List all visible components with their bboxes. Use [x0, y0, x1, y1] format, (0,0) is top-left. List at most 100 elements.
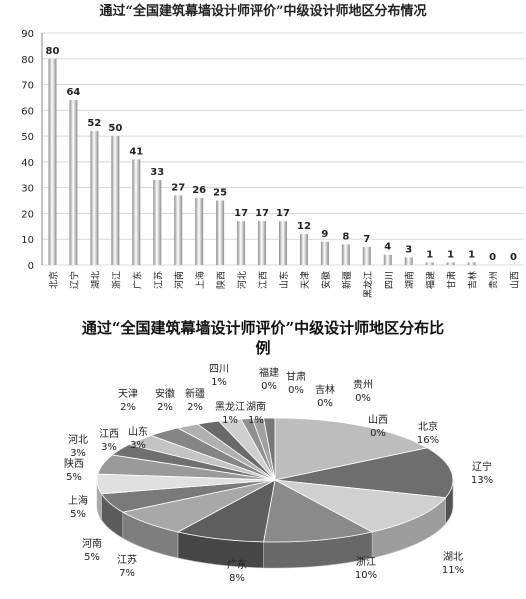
pie-slice — [96, 473, 276, 521]
x-tick-label: 河北 — [236, 271, 248, 289]
pie-label-value: 13% — [471, 475, 493, 486]
pie-slice-top — [176, 479, 276, 543]
pie-label-name: 新疆 — [185, 387, 205, 400]
data-label: 80 — [46, 46, 60, 57]
pie-label-value: 2% — [187, 402, 203, 413]
data-label: 17 — [276, 208, 290, 219]
data-label: 3 — [405, 244, 412, 255]
data-label: 8 — [342, 231, 349, 242]
pie-label-value: 0% — [288, 385, 304, 396]
y-tick-label: 10 — [21, 235, 34, 246]
data-label: 27 — [171, 182, 185, 193]
data-label: 0 — [489, 252, 496, 263]
pie-label-value: 0% — [317, 398, 333, 409]
y-tick-label: 50 — [21, 132, 34, 143]
x-tick-label: 贵州 — [488, 271, 500, 289]
y-tick-label: 70 — [21, 81, 34, 92]
pie-label-name: 河南 — [82, 537, 102, 550]
x-tick-label: 福建 — [425, 271, 437, 289]
pie-label-name: 湖北 — [443, 551, 463, 563]
pie-label-name: 福建 — [259, 366, 279, 379]
data-label: 17 — [234, 208, 248, 219]
pie-label-value: 1% — [248, 415, 264, 426]
pie-label-value: 3% — [130, 440, 146, 451]
bar — [279, 221, 287, 265]
x-tick-label: 四川 — [385, 271, 395, 289]
bar — [69, 100, 78, 266]
bar — [299, 234, 308, 265]
y-tick-label: 90 — [21, 29, 34, 40]
x-tick-label: 新疆 — [341, 271, 353, 289]
data-label: 9 — [321, 229, 328, 240]
pie-slice-top — [263, 417, 276, 481]
pie-label-value: 2% — [157, 402, 173, 413]
pie-title: 通过“全国建筑幕墙设计师评价”中级设计师地区分布比例 — [81, 319, 445, 357]
bar — [111, 136, 120, 265]
bar — [237, 221, 246, 265]
data-label: 25 — [213, 188, 227, 199]
bar — [174, 195, 183, 265]
pie-label-name: 江苏 — [117, 553, 137, 566]
x-tick-label: 山西 — [510, 271, 521, 289]
data-label: 7 — [363, 234, 370, 245]
pie-label-value: 3% — [101, 442, 117, 453]
data-label: 1 — [426, 249, 433, 260]
pie-label-name: 广东 — [227, 558, 247, 571]
pie-slice — [274, 447, 454, 525]
x-tick-label: 湖南 — [404, 271, 416, 289]
pie-label-name: 北京 — [418, 420, 438, 433]
y-tick-label: 60 — [21, 106, 34, 117]
x-tick-label: 北京 — [47, 271, 59, 289]
pie-slice-top — [274, 479, 447, 533]
data-label: 12 — [297, 221, 311, 232]
pie-label-value: 1% — [211, 377, 227, 388]
x-tick-label: 广东 — [131, 271, 143, 289]
x-tick-label: 辽宁 — [68, 271, 80, 289]
pie-label-value: 0% — [261, 381, 277, 392]
x-tick-label: 上海 — [194, 271, 206, 289]
x-tick-label: 天津 — [300, 271, 311, 289]
bar — [153, 179, 162, 265]
y-tick-label: 0 — [28, 261, 34, 272]
pie-label-name: 山西 — [368, 414, 388, 426]
pie-label-name: 江西 — [99, 428, 119, 440]
pie-label-value: 5% — [70, 509, 86, 520]
data-label: 33 — [150, 167, 164, 178]
pie-label-value: 7% — [119, 568, 135, 579]
bar — [383, 254, 392, 265]
pie-label-value: 0% — [355, 393, 371, 404]
x-tick-label: 江西 — [258, 271, 269, 289]
pie-label-name: 山东 — [128, 425, 148, 438]
pie-slice-top — [263, 479, 374, 543]
data-label: 1 — [468, 249, 475, 260]
data-label: 64 — [66, 87, 80, 98]
x-tick-label: 浙江 — [110, 271, 122, 289]
pie-label-name: 辽宁 — [472, 460, 492, 473]
bar — [48, 58, 57, 266]
pie-label-name: 浙江 — [356, 556, 376, 568]
bar — [467, 262, 476, 265]
data-label: 1 — [447, 249, 454, 260]
pie-slice — [263, 417, 276, 481]
bar — [320, 241, 329, 265]
pie-slice — [274, 417, 429, 481]
pie-label-name: 陕西 — [64, 457, 84, 470]
y-tick-label: 20 — [21, 209, 34, 220]
bar — [446, 262, 455, 265]
x-tick-label: 江苏 — [152, 271, 164, 289]
pie-label-value: 10% — [355, 570, 377, 581]
pie-slice — [263, 479, 374, 569]
pie-slice-top — [274, 447, 454, 499]
pie-label-value: 0% — [370, 428, 386, 439]
pie-label-value: 8% — [229, 573, 245, 584]
x-tick-label: 湖北 — [90, 271, 101, 289]
x-tick-label: 山东 — [278, 271, 290, 289]
data-label: 26 — [192, 185, 206, 196]
pie-label-value: 11% — [442, 565, 464, 576]
pie-label-name: 上海 — [68, 494, 88, 507]
pie-label-name: 四川 — [209, 364, 229, 375]
pie-slice — [121, 479, 276, 559]
data-label: 0 — [510, 252, 517, 263]
y-tick-label: 30 — [21, 184, 34, 195]
pie-label-value: 1% — [222, 415, 238, 426]
